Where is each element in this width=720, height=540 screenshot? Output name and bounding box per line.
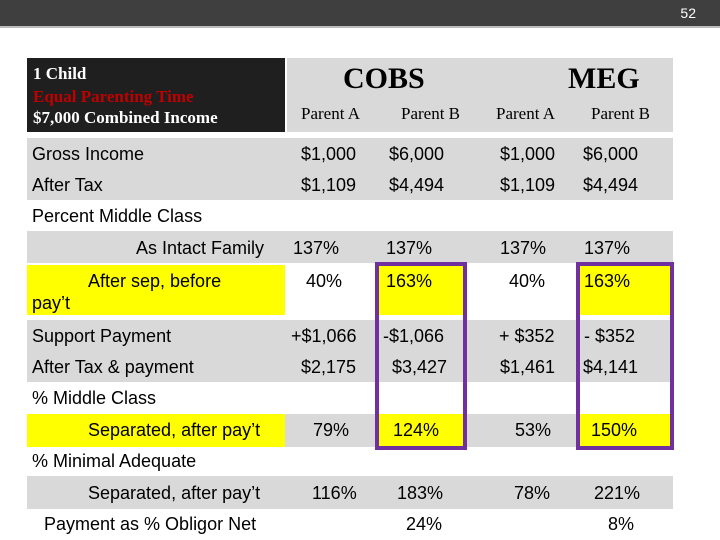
cell-aftertaxpay-cobs-a: $2,175 xyxy=(301,357,357,377)
row-label-after-tax: After Tax xyxy=(32,175,103,195)
cell-sepmc-meg-b: 150% xyxy=(591,420,638,440)
cell-payobligor-cobs-b: 24% xyxy=(406,514,443,534)
row-label-as-intact-family: As Intact Family xyxy=(136,238,265,258)
cell-aftertaxpay-meg-b: $4,141 xyxy=(583,357,639,377)
row-label-payment-pct-obligor: Payment as % Obligor Net xyxy=(44,514,257,534)
scenario-parenting-time: Equal Parenting Time xyxy=(33,87,194,106)
cell-aftertaxpay-cobs-b: $3,427 xyxy=(392,357,448,377)
column-header-band xyxy=(287,58,673,132)
row-label-support-payment: Support Payment xyxy=(32,326,172,346)
cell-aftertaxpay-meg-a: $1,461 xyxy=(500,357,556,377)
row-label-percent-middle-class: Percent Middle Class xyxy=(32,206,203,226)
cell-gross-meg-b: $6,000 xyxy=(583,144,639,164)
cell-gross-cobs-b: $6,000 xyxy=(389,144,445,164)
cell-sepma-meg-a: 78% xyxy=(514,483,551,503)
cell-intact-meg-a: 137% xyxy=(500,238,547,258)
cell-payobligor-meg-b: 8% xyxy=(608,514,635,534)
cell-aftertax-cobs-b: $4,494 xyxy=(389,175,445,195)
cell-support-cobs-a: +$1,066 xyxy=(291,326,357,346)
slide-number: 52 xyxy=(680,5,696,21)
emphasis-box-cobs-b xyxy=(375,262,467,450)
row-label-after-tax-payment: After Tax & payment xyxy=(32,357,194,377)
highlight-after-sep-cobs-b xyxy=(378,265,464,315)
cell-sepma-meg-b: 221% xyxy=(594,483,641,503)
cobs-heading: COBS xyxy=(343,62,425,95)
cell-aftertax-cobs-a: $1,109 xyxy=(301,175,357,195)
cell-aftertax-meg-b: $4,494 xyxy=(583,175,639,195)
row-label-after-sep-line2: pay’t xyxy=(32,293,71,313)
meg-parent-b-header: Parent B xyxy=(591,104,651,123)
cell-gross-cobs-a: $1,000 xyxy=(301,144,357,164)
row-label-separated-ma: Separated, after pay’t xyxy=(88,483,261,503)
band-intact xyxy=(27,231,673,263)
highlight-separated-meg-b xyxy=(578,414,673,447)
row-label-gross-income: Gross Income xyxy=(32,144,145,164)
row-label-separated-mc: Separated, after pay’t xyxy=(88,420,261,440)
meg-parent-a-header: Parent A xyxy=(496,104,556,123)
cell-aftersep-cobs-a: 40% xyxy=(306,271,343,291)
highlight-separated-cobs-b xyxy=(378,414,464,447)
scenario-children: 1 Child xyxy=(33,64,87,83)
cell-intact-cobs-b: 137% xyxy=(386,238,433,258)
top-divider xyxy=(0,26,720,28)
cobs-parent-b-header: Parent B xyxy=(401,104,461,123)
cell-support-cobs-b: -$1,066 xyxy=(383,326,445,346)
band-income xyxy=(27,138,673,200)
highlight-separated-label xyxy=(27,414,285,447)
emphasis-box-meg-b xyxy=(576,262,674,450)
cell-aftertax-meg-a: $1,109 xyxy=(500,175,556,195)
row-label-pct-middle-class: % Middle Class xyxy=(32,388,157,408)
cell-support-meg-b: - $352 xyxy=(584,326,636,346)
highlight-after-sep-meg-b xyxy=(578,265,673,315)
cell-support-meg-a: + $352 xyxy=(499,326,555,346)
cell-sepma-cobs-b: 183% xyxy=(397,483,444,503)
cell-sepmc-cobs-a: 79% xyxy=(313,420,350,440)
cell-sepmc-cobs-b: 124% xyxy=(393,420,440,440)
cell-aftersep-meg-b: 163% xyxy=(584,271,631,291)
cell-aftersep-cobs-b: 163% xyxy=(386,271,433,291)
cell-intact-cobs-a: 137% xyxy=(293,238,340,258)
cobs-parent-a-header: Parent A xyxy=(301,104,361,123)
scenario-income: $7,000 Combined Income xyxy=(33,108,218,127)
row-label-after-sep-line1: After sep, before xyxy=(88,271,222,291)
cell-sepmc-meg-a: 53% xyxy=(515,420,552,440)
row-label-pct-minimal-adequate: % Minimal Adequate xyxy=(32,451,197,471)
highlight-after-sep-label xyxy=(27,265,285,315)
band-payment xyxy=(27,320,673,382)
band-separated-ma xyxy=(27,476,673,509)
meg-heading: MEG xyxy=(568,62,640,95)
scenario-header: 1 Child Equal Parenting Time $7,000 Comb… xyxy=(27,58,285,132)
cell-gross-meg-a: $1,000 xyxy=(500,144,556,164)
cell-aftersep-meg-a: 40% xyxy=(509,271,546,291)
top-bar: 52 xyxy=(0,0,720,26)
cell-intact-meg-b: 137% xyxy=(584,238,631,258)
cell-sepma-cobs-a: 116% xyxy=(312,483,357,503)
